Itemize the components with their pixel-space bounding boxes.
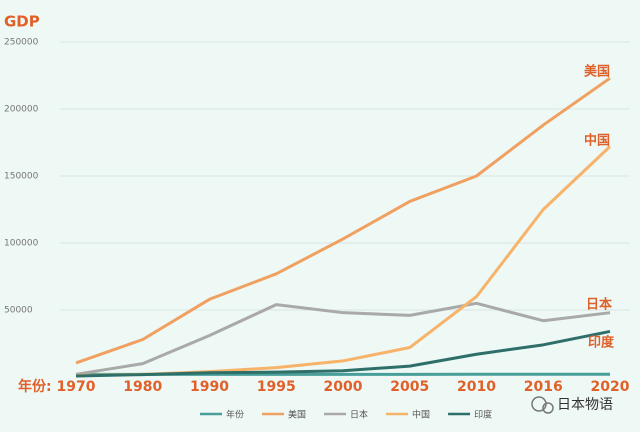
legend-label: 年份 [226,409,244,421]
legend-label: 中国 [412,409,430,421]
annotation: 中国 [584,133,610,149]
x-tick-label: 2020 [591,379,630,395]
legend-label: 美国 [288,409,306,421]
x-tick-label: 1995 [257,379,296,395]
y-tick-label: 100000 [4,239,39,249]
x-tick-label: 2005 [390,379,429,395]
y-tick-label: 150000 [4,172,39,182]
series-line [75,76,611,365]
x-tick-label: 2000 [324,379,363,395]
series-line [75,301,611,376]
x-tick-label: 1980 [123,379,162,395]
y-tick-label: 200000 [4,105,39,115]
x-axis-label: 年份: [18,378,52,395]
chart-title: GDP [4,13,40,31]
annotation: 美国 [584,64,610,80]
x-tick-label: 2016 [524,379,563,395]
x-tick-label: 2010 [457,379,496,395]
annotation: 日本 [586,297,612,313]
watermark-icon [531,396,554,414]
legend-label: 日本 [350,409,368,421]
y-tick-label: 250000 [4,38,39,48]
x-tick-label: 1990 [190,379,229,395]
annotation: 印度 [588,335,615,351]
watermark: 日本物语 [557,397,613,413]
legend-label: 印度 [474,409,492,421]
y-tick-label: 50000 [4,306,33,316]
series-line [75,329,611,378]
x-tick-label: 1970 [57,379,96,395]
